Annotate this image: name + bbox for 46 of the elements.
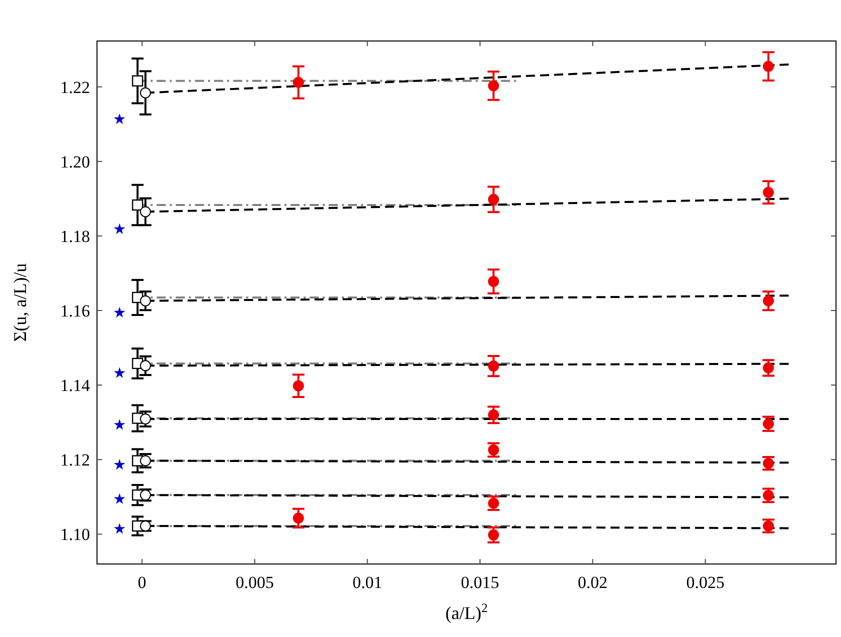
point [114, 458, 126, 470]
x-tick-label: 0 [138, 573, 146, 592]
point [762, 490, 774, 501]
point [488, 194, 500, 205]
point [140, 206, 151, 218]
point [132, 75, 144, 86]
point [114, 223, 126, 234]
x-tick-label: 0.02 [578, 573, 608, 592]
point [762, 418, 774, 430]
point [292, 380, 304, 392]
y-axis-title: Σ(u, a/L)/u [10, 263, 30, 342]
point [762, 362, 774, 374]
point [114, 306, 126, 318]
y-tick-label: 1.18 [60, 226, 90, 246]
y-tick-label: 1.22 [60, 78, 90, 97]
point [114, 113, 126, 124]
x-tick-label: 0.01 [352, 573, 382, 592]
point [140, 413, 151, 424]
y-tick-label: 1.20 [60, 152, 90, 172]
point [132, 199, 144, 211]
point [762, 295, 774, 306]
y-tick-label: 1.16 [60, 301, 90, 320]
point [140, 360, 151, 372]
point [488, 409, 500, 420]
y-tick-label: 1.14 [60, 376, 90, 396]
point [140, 87, 151, 98]
x-tick-label: 0.005 [236, 573, 274, 592]
point [488, 529, 500, 540]
point [114, 493, 126, 504]
x-tick-label: 0.015 [460, 573, 500, 592]
point [762, 186, 774, 198]
x-tick-label: 0.025 [686, 573, 724, 592]
point [114, 418, 126, 430]
point [292, 512, 304, 524]
y-tick-label: 1.12 [60, 450, 90, 470]
point [114, 367, 126, 378]
y-tick-label: 1.10 [60, 525, 90, 544]
point [114, 522, 126, 534]
x-axis-title: (a/L)$^{2}$ [445, 601, 488, 623]
point [488, 80, 500, 92]
point [488, 276, 500, 287]
point [140, 295, 151, 306]
point [762, 60, 774, 72]
point [488, 360, 500, 372]
point [488, 444, 500, 456]
point [292, 76, 304, 88]
